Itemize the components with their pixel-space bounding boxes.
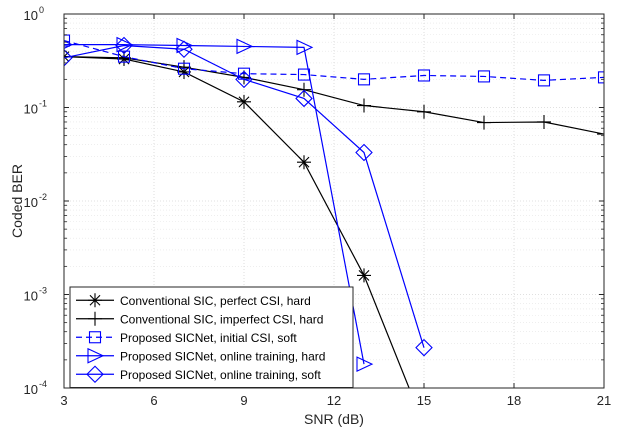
y-tick-label-exponent: -1 bbox=[39, 99, 47, 109]
data-point bbox=[64, 34, 71, 47]
series-line bbox=[64, 44, 425, 348]
data-point bbox=[356, 356, 374, 372]
data-point bbox=[64, 49, 73, 67]
data-point bbox=[117, 50, 131, 63]
legend-box bbox=[69, 286, 354, 388]
legend-item: Proposed SICNet, initial CSI, soft bbox=[76, 331, 297, 345]
series-3 bbox=[64, 34, 604, 87]
data-point bbox=[177, 62, 191, 75]
y-axis-label: Coded BER bbox=[9, 164, 25, 238]
data-point bbox=[357, 98, 371, 113]
data-point bbox=[235, 70, 253, 89]
x-tick-label: 12 bbox=[327, 393, 341, 408]
data-point bbox=[357, 73, 371, 86]
data-point bbox=[415, 338, 433, 357]
legend-label: Conventional SIC, imperfect CSI, hard bbox=[120, 312, 323, 326]
y-tick-label-exponent: -2 bbox=[39, 192, 47, 202]
data-point bbox=[175, 40, 193, 59]
y-tick-label-base: 10 bbox=[24, 289, 38, 304]
legend-marker bbox=[87, 347, 105, 364]
legend: Conventional SIC, perfect CSI, hard Conve… bbox=[69, 286, 354, 388]
legend-label: Proposed SICNet, online training, hard bbox=[120, 349, 325, 363]
legend-label: Proposed SICNet, initial CSI, soft bbox=[120, 331, 297, 345]
y-tick-label-exponent: -3 bbox=[39, 286, 47, 296]
y-tick-label: 10 -3 bbox=[24, 286, 47, 304]
legend-marker bbox=[88, 293, 102, 308]
x-tick-label: 3 bbox=[60, 393, 67, 408]
legend-marker bbox=[86, 365, 104, 384]
y-tick-label-base: 10 bbox=[24, 8, 38, 23]
data-point bbox=[537, 74, 551, 87]
data-point bbox=[296, 39, 314, 56]
data-point bbox=[477, 115, 491, 130]
data-point bbox=[417, 104, 431, 119]
legend-label: Conventional SIC, perfect CSI, hard bbox=[120, 294, 311, 308]
data-point bbox=[295, 89, 313, 108]
data-point bbox=[597, 127, 604, 142]
series-clip-group bbox=[64, 34, 604, 388]
series-layer bbox=[64, 34, 604, 388]
y-tick-label: 10 -4 bbox=[24, 379, 47, 397]
y-tick-label-exponent: 0 bbox=[39, 5, 44, 15]
data-point bbox=[417, 69, 431, 82]
data-point bbox=[355, 143, 373, 162]
y-tick-label-base: 10 bbox=[24, 102, 38, 117]
data-point bbox=[177, 60, 191, 75]
y-tick-label-base: 10 bbox=[24, 382, 38, 397]
y-tick-label: 10 -1 bbox=[24, 99, 47, 117]
y-tick-label-exponent: -4 bbox=[39, 379, 47, 389]
data-point bbox=[297, 155, 311, 170]
series-line bbox=[64, 39, 604, 81]
data-point bbox=[537, 114, 551, 129]
legend-marker bbox=[88, 331, 102, 344]
y-tick-label: 10 0 bbox=[24, 5, 44, 23]
data-point bbox=[597, 71, 604, 84]
legend-item: Proposed SICNet, online training, hard bbox=[76, 347, 325, 364]
series-5 bbox=[64, 36, 433, 357]
legend-item: Conventional SIC, imperfect CSI, hard bbox=[76, 311, 323, 326]
data-point bbox=[236, 38, 254, 55]
data-point bbox=[237, 94, 251, 109]
data-point bbox=[115, 36, 133, 55]
y-tick-label: 10 -2 bbox=[24, 192, 47, 210]
series-line bbox=[64, 44, 365, 365]
x-tick-label: 21 bbox=[597, 393, 611, 408]
x-tick-label: 15 bbox=[417, 393, 431, 408]
x-axis-label: SNR (dB) bbox=[304, 411, 364, 427]
x-tick-label: 6 bbox=[150, 393, 157, 408]
legend-item: Proposed SICNet, online training, soft bbox=[76, 365, 321, 384]
legend-label: Proposed SICNet, online training, soft bbox=[120, 368, 321, 382]
y-tick-label-base: 10 bbox=[24, 195, 38, 210]
legend-item: Conventional SIC, perfect CSI, hard bbox=[76, 293, 311, 308]
x-tick-label: 9 bbox=[240, 393, 247, 408]
legend-marker bbox=[88, 311, 102, 326]
x-tick-label: 18 bbox=[507, 393, 521, 408]
data-point bbox=[357, 268, 371, 283]
data-point bbox=[477, 70, 491, 83]
